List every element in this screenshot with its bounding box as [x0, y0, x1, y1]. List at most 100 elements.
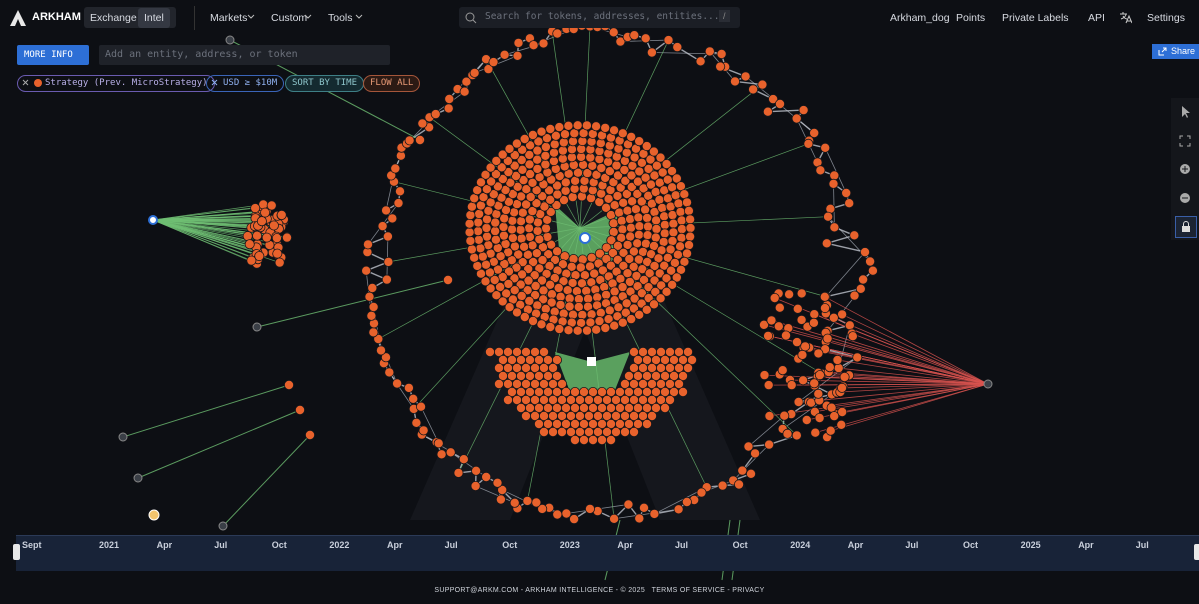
timeline-label: Oct: [271, 540, 287, 550]
graph-node: [810, 427, 821, 438]
graph-node: [572, 325, 583, 336]
graph-node: [643, 221, 654, 232]
filter-usd[interactable]: USD ≥ $10M: [206, 75, 285, 92]
graph-node: [469, 252, 480, 263]
graph-node: [641, 141, 652, 152]
graph-node: [504, 143, 515, 154]
tool-lock[interactable]: [1175, 216, 1197, 238]
graph-node: [604, 166, 615, 177]
more-info-button[interactable]: MORE INFO: [17, 45, 89, 65]
graph-node: [528, 315, 539, 326]
graph-node: [734, 479, 745, 490]
graph-node: [254, 251, 265, 262]
menu-tools[interactable]: Tools: [328, 12, 353, 24]
timeline[interactable]: [16, 535, 1199, 571]
tool-pointer[interactable]: [1175, 102, 1195, 122]
graph-node: [502, 394, 513, 405]
link-private-labels[interactable]: Private Labels: [1002, 12, 1069, 24]
filter-usd-close[interactable]: [211, 79, 219, 87]
graph-node: [393, 198, 404, 209]
graph-node: [492, 477, 503, 488]
graph-node: [591, 324, 602, 335]
graph-node: [473, 234, 484, 245]
graph-node: [696, 487, 707, 498]
link-user[interactable]: Arkham_dog: [890, 12, 950, 24]
graph-edge: [825, 332, 989, 385]
link-settings[interactable]: Settings: [1147, 12, 1185, 24]
timeline-handle-right[interactable]: [1194, 544, 1199, 560]
graph-node: [586, 309, 597, 320]
graph-node: [617, 224, 628, 235]
graph-node: [408, 393, 419, 404]
graph-node: [281, 232, 292, 243]
graph-node: [782, 428, 793, 439]
tool-fit[interactable]: [1175, 131, 1195, 151]
graph-node: [661, 273, 672, 284]
sink-node: [983, 379, 993, 389]
menu-custom[interactable]: Custom: [271, 12, 308, 24]
graph-node: [361, 265, 372, 276]
graph-node: [430, 109, 441, 120]
search-box[interactable]: Search for tokens, addresses, entities..…: [459, 7, 740, 28]
graph-node: [647, 410, 658, 421]
graph-node: [549, 139, 560, 150]
graph-node: [512, 307, 523, 318]
graph-node: [563, 120, 574, 131]
graph-node: [377, 221, 388, 232]
graph-node: [283, 379, 294, 390]
graph-node-grey: [218, 521, 228, 531]
menu-markets[interactable]: Markets: [210, 12, 248, 24]
graph-edge: [828, 371, 989, 385]
graph-node: [666, 265, 677, 276]
graph-node: [824, 362, 835, 373]
graph-node: [549, 147, 560, 158]
graph-node: [613, 143, 624, 154]
entity-input[interactable]: Add an entity, address, or token: [99, 45, 390, 65]
tool-zoom-out[interactable]: [1175, 188, 1195, 208]
tool-zoom-in[interactable]: [1175, 159, 1195, 179]
flow-all[interactable]: FLOW ALL: [363, 75, 421, 92]
graph-node: [820, 303, 831, 314]
link-api[interactable]: API: [1088, 12, 1105, 24]
graph-node: [607, 247, 618, 258]
tab-intel[interactable]: Intel: [138, 8, 170, 28]
graph-node: [274, 257, 285, 268]
graph-node: [595, 307, 606, 318]
graph-node-grey: [133, 473, 143, 483]
sort-by-time[interactable]: SORT BY TIME: [285, 75, 365, 92]
graph-node: [654, 268, 665, 279]
search-icon: [465, 12, 477, 24]
share-label: Share: [1171, 46, 1196, 56]
graph-node: [660, 402, 671, 413]
graph-node: [538, 294, 549, 305]
timeline-label: Apr: [387, 540, 403, 550]
graph-node: [836, 419, 847, 430]
graph-node: [685, 231, 696, 242]
graph-node: [814, 412, 825, 423]
graph-node: [382, 231, 393, 242]
graph-node: [764, 410, 775, 421]
timeline-handle-left[interactable]: [13, 544, 20, 560]
divider: [194, 6, 195, 30]
link-points[interactable]: Points: [956, 12, 986, 24]
graph-edge: [748, 415, 785, 447]
graph-node: [527, 129, 538, 140]
graph-node: [552, 509, 563, 520]
graph-node: [627, 196, 638, 207]
graph-node: [658, 236, 669, 247]
footer-terms[interactable]: TERMS OF SERVICE: [651, 587, 726, 594]
graph-node: [404, 135, 415, 146]
translate-icon[interactable]: [1119, 11, 1132, 24]
filter-entity[interactable]: Strategy (Prev. MicroStrategy): [17, 75, 215, 92]
graph-node: [475, 177, 486, 188]
tab-exchange[interactable]: Exchange: [90, 12, 137, 24]
graph-node: [626, 170, 637, 181]
graph-node: [436, 449, 447, 460]
graph-node: [475, 243, 486, 254]
graph-node: [242, 231, 253, 242]
graph-edge: [809, 347, 989, 385]
footer-privacy[interactable]: PRIVACY: [732, 587, 765, 594]
graph-node: [390, 163, 401, 174]
